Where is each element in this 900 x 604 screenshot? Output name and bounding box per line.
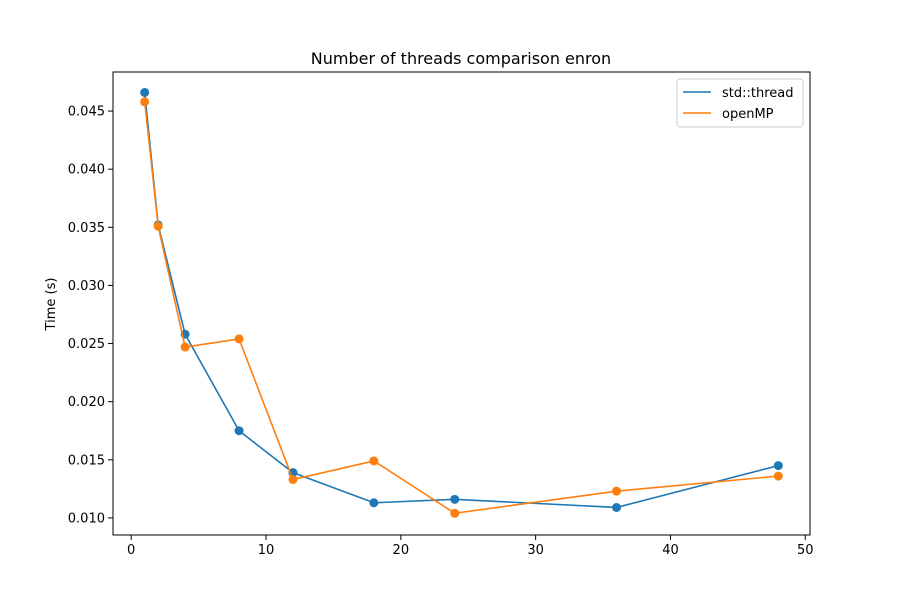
legend-label: openMP bbox=[722, 107, 774, 122]
data-point-openmp bbox=[153, 221, 163, 231]
data-point-openmp bbox=[180, 342, 190, 352]
y-axis-ticks: 0.010 0.015 0.020 0.025 0.030 0.035 0.040 0.045 bbox=[68, 105, 113, 526]
data-point-std-thread bbox=[369, 498, 379, 508]
y-tick-label: 0.040 bbox=[68, 163, 105, 178]
x-tick-label: 30 bbox=[527, 543, 544, 558]
legend-box bbox=[676, 78, 804, 128]
x-tick-label: 40 bbox=[662, 543, 679, 558]
data-point-std-thread bbox=[773, 461, 783, 471]
plot-frame bbox=[112, 71, 811, 536]
data-point-std-thread bbox=[450, 494, 460, 504]
x-axis-ticks: 0 10 20 30 40 50 bbox=[127, 535, 814, 558]
x-tick-label: 0 bbox=[127, 543, 135, 558]
data-point-openmp bbox=[369, 456, 379, 466]
data-point-openmp bbox=[612, 486, 622, 496]
x-tick-label: 20 bbox=[393, 543, 410, 558]
series-layer bbox=[140, 87, 783, 518]
y-tick-label: 0.020 bbox=[68, 395, 105, 410]
data-point-openmp bbox=[234, 334, 244, 344]
data-point-std-thread bbox=[140, 87, 150, 97]
y-tick-label: 0.045 bbox=[68, 105, 105, 120]
x-tick-label: 10 bbox=[258, 543, 275, 558]
chart-title: Number of threads comparison enron bbox=[311, 49, 611, 68]
y-tick-label: 0.025 bbox=[68, 337, 105, 352]
legend-label: std::thread bbox=[722, 86, 794, 101]
data-point-openmp bbox=[140, 97, 150, 107]
x-tick-label: 50 bbox=[797, 543, 814, 558]
y-tick-label: 0.010 bbox=[68, 511, 105, 526]
data-point-openmp bbox=[450, 508, 460, 518]
data-point-openmp bbox=[773, 471, 783, 481]
y-tick-label: 0.030 bbox=[68, 279, 105, 294]
y-tick-label: 0.015 bbox=[68, 453, 105, 468]
data-point-std-thread bbox=[612, 502, 622, 512]
y-tick-label: 0.035 bbox=[68, 221, 105, 236]
data-point-openmp bbox=[288, 475, 298, 485]
y-axis-label: Time (s) bbox=[44, 278, 59, 332]
data-point-std-thread bbox=[234, 426, 244, 436]
